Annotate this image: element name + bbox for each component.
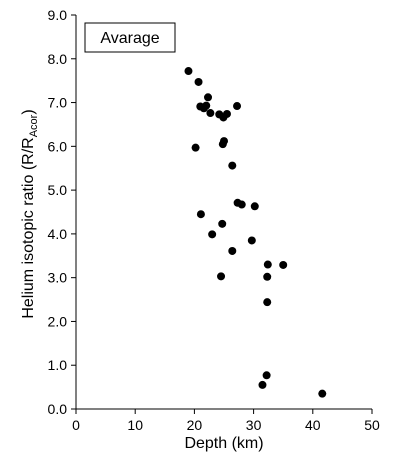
data-point bbox=[191, 143, 200, 152]
y-axis-title-main: Helium isotopic ratio (R/R bbox=[20, 137, 37, 318]
data-point bbox=[228, 161, 237, 170]
data-point bbox=[208, 230, 217, 239]
x-tick-label: 40 bbox=[305, 417, 321, 433]
data-point bbox=[318, 389, 327, 398]
x-tick-label: 50 bbox=[364, 417, 380, 433]
data-point bbox=[217, 272, 226, 281]
data-point bbox=[228, 246, 237, 255]
x-axis-title: Depth (km) bbox=[184, 435, 263, 452]
data-point bbox=[263, 260, 272, 269]
data-point bbox=[218, 219, 227, 228]
data-point bbox=[204, 93, 213, 102]
axes bbox=[75, 15, 372, 410]
y-tick-label: 2.0 bbox=[48, 313, 68, 329]
data-point bbox=[220, 137, 228, 146]
x-tick-label: 20 bbox=[187, 417, 203, 433]
y-tick-label: 8.0 bbox=[48, 51, 68, 67]
y-tick-label: 0.0 bbox=[48, 401, 68, 417]
x-axis-ticks: 0 10 20 30 40 50 bbox=[72, 409, 380, 433]
data-point bbox=[250, 202, 259, 211]
data-point bbox=[262, 371, 271, 380]
data-point bbox=[237, 200, 246, 209]
x-tick-label: 0 bbox=[72, 417, 80, 433]
data-point bbox=[233, 102, 242, 111]
data-point bbox=[184, 67, 193, 76]
data-point bbox=[258, 380, 267, 389]
y-tick-label: 7.0 bbox=[48, 95, 68, 111]
data-point bbox=[247, 236, 256, 245]
data-point bbox=[263, 298, 272, 307]
data-point bbox=[222, 109, 231, 118]
data-point bbox=[202, 101, 211, 110]
legend-box bbox=[84, 22, 176, 53]
y-axis-title: Helium isotopic ratio (R/RAcor) bbox=[20, 109, 40, 318]
y-tick-label: 1.0 bbox=[48, 357, 68, 373]
data-points bbox=[184, 67, 327, 398]
data-point bbox=[279, 260, 288, 269]
data-point bbox=[263, 272, 272, 281]
x-tick-label: 30 bbox=[246, 417, 262, 433]
y-tick-label: 9.0 bbox=[48, 7, 68, 23]
y-axis-ticks: 0.0 1.0 2.0 3.0 4.0 5.0 6.0 7.0 8.0 9.0 bbox=[48, 7, 76, 417]
y-tick-label: 6.0 bbox=[48, 138, 68, 154]
y-axis-title-subscript: Acor bbox=[28, 114, 40, 137]
y-axis-title-close: ) bbox=[20, 109, 37, 114]
data-point bbox=[194, 77, 203, 86]
y-tick-label: 5.0 bbox=[48, 182, 68, 198]
legend-label: Avarage bbox=[100, 30, 159, 47]
data-point bbox=[206, 109, 215, 118]
data-point bbox=[196, 210, 205, 219]
y-tick-label: 4.0 bbox=[48, 226, 68, 242]
legend: Avarage bbox=[84, 22, 176, 53]
y-tick-label: 3.0 bbox=[48, 270, 68, 286]
x-tick-label: 10 bbox=[127, 417, 143, 433]
